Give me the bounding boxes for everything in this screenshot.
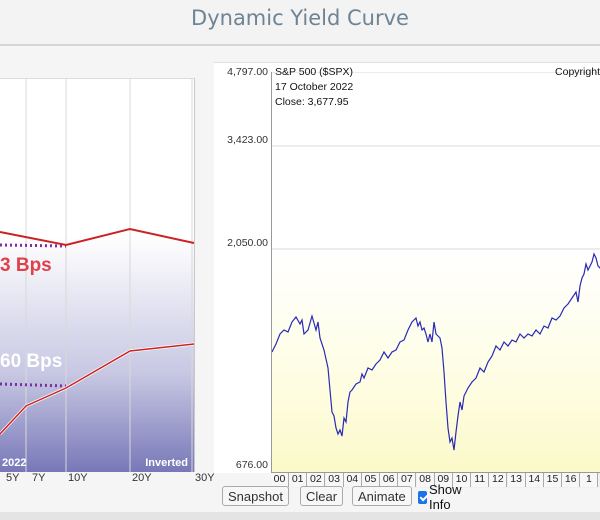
year-tick-label: 11 xyxy=(471,473,490,487)
low-curve-line xyxy=(0,343,194,435)
sp500-date: 17 October 2022 xyxy=(275,81,354,93)
year-tick-label: 08 xyxy=(416,473,435,487)
sp500-chart[interactable]: 4,797.00 3,423.00 2,050.00 676.00 S&P 50… xyxy=(214,62,600,474)
year-tick-label: 13 xyxy=(507,473,526,487)
bottom-spread-label: 60 Bps xyxy=(0,351,63,372)
bottom-strip xyxy=(0,512,600,520)
top-spread-label: 3 Bps xyxy=(0,255,52,276)
year-tick-label: 03 xyxy=(325,473,344,487)
y-tick-label: 3,423.00 xyxy=(227,134,268,146)
maturity-tick: 5Y xyxy=(6,472,20,484)
yield-curve-plot xyxy=(0,79,194,473)
sp500-title: S&P 500 ($SPX) xyxy=(275,66,354,78)
year-tick-label: 05 xyxy=(362,473,380,487)
sp500-close: Close: 3,677.95 xyxy=(275,96,349,108)
maturity-tick: 10Y xyxy=(68,472,88,484)
page-title: Dynamic Yield Curve xyxy=(191,6,409,30)
yield-curve-date: 2022 xyxy=(2,457,27,469)
title-bar: Dynamic Yield Curve xyxy=(0,0,600,46)
y-tick-label: 2,050.00 xyxy=(227,237,268,249)
current-curve-line xyxy=(0,227,194,247)
year-tick-label: 01 xyxy=(289,473,308,487)
inverted-label: Inverted xyxy=(145,457,188,469)
previous-low-curve-dotted xyxy=(0,382,67,388)
y-tick-label: 676.00 xyxy=(235,459,268,471)
yield-curve-chart[interactable]: 3 Bps 60 Bps 2022 Inverted xyxy=(0,78,195,473)
year-axis: 00 01 02 03 04 05 06 07 08 09 10 11 12 13 14 15 16 1 xyxy=(271,472,600,488)
show-info-checkbox[interactable] xyxy=(418,490,427,504)
show-info-label: Show Info xyxy=(428,482,462,512)
sp500-price-line xyxy=(272,252,600,451)
year-tick-label: 1 xyxy=(580,473,599,487)
year-tick-label: 09 xyxy=(434,473,453,487)
maturity-axis: 5Y 7Y 10Y 20Y 30Y xyxy=(0,472,215,486)
maturity-tick: 7Y xyxy=(32,472,46,484)
copyright-text: Copyright xyxy=(555,66,600,78)
year-tick-label: 16 xyxy=(562,473,581,487)
year-tick-label: 14 xyxy=(525,473,544,487)
sp500-gridlines xyxy=(272,72,600,250)
y-tick-label: 4,797.00 xyxy=(227,66,268,78)
show-info-toggle[interactable]: Show Info xyxy=(418,482,466,512)
animate-button[interactable]: Animate xyxy=(352,486,412,506)
sp500-plot-svg xyxy=(272,72,600,451)
clear-button[interactable]: Clear xyxy=(300,486,344,506)
year-tick-label: 06 xyxy=(380,473,399,487)
maturity-tick: 30Y xyxy=(195,472,215,484)
year-tick-label: 12 xyxy=(489,473,508,487)
year-tick-label: 02 xyxy=(307,473,326,487)
year-tick-label: 04 xyxy=(343,473,362,487)
sp500-plot-area xyxy=(271,72,600,474)
year-tick-label: 07 xyxy=(398,473,417,487)
year-tick-label: 10 xyxy=(453,473,471,487)
snapshot-button[interactable]: Snapshot xyxy=(222,486,289,506)
maturity-tick: 20Y xyxy=(132,472,152,484)
year-tick-label: 15 xyxy=(544,473,562,487)
year-tick-label: 00 xyxy=(271,473,289,487)
previous-curve-dotted xyxy=(0,243,67,248)
